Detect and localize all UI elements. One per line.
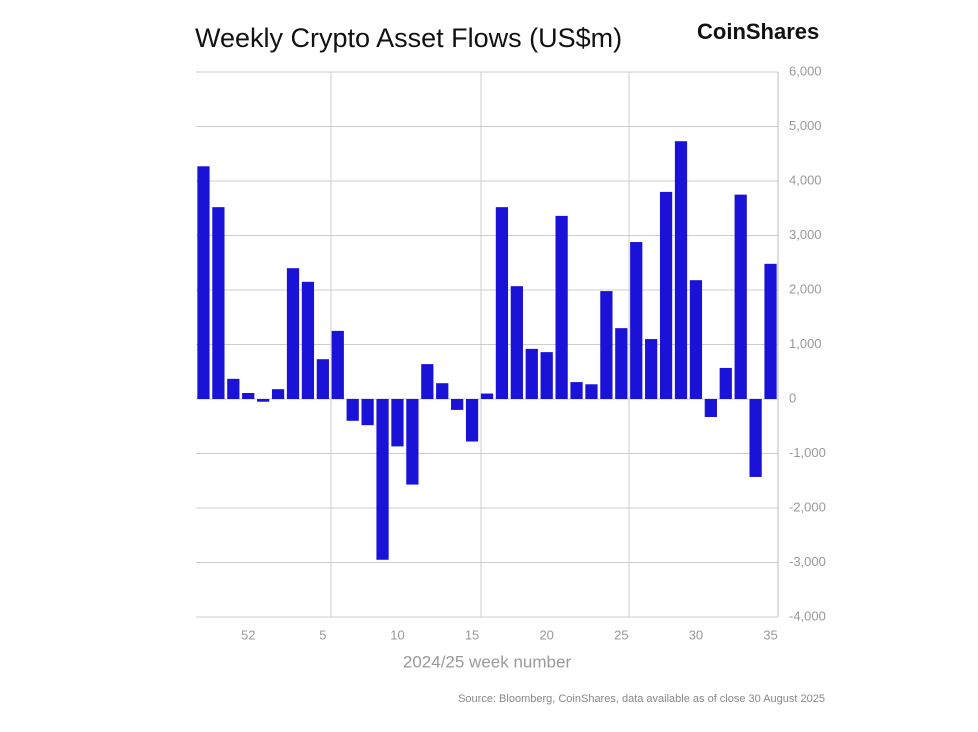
y-tick-label: 1,000 — [789, 336, 822, 351]
bar — [286, 268, 300, 399]
bar — [734, 194, 747, 399]
bar — [212, 207, 225, 399]
bar — [659, 191, 673, 399]
bar — [749, 399, 762, 477]
bar — [331, 330, 344, 399]
y-tick-label: 3,000 — [789, 227, 822, 242]
bar — [436, 383, 449, 399]
bar — [495, 207, 509, 399]
bar — [271, 389, 285, 399]
bar — [242, 393, 255, 399]
bar — [615, 328, 628, 399]
x-tick-label: 10 — [390, 627, 404, 642]
bar — [361, 399, 374, 426]
bar — [600, 291, 613, 399]
source-note: Source: Bloomberg, CoinShares, data avai… — [458, 693, 825, 705]
x-tick-label: 30 — [689, 627, 703, 642]
bar — [480, 393, 494, 399]
bar — [645, 339, 658, 399]
brand-logo: CoinShares — [697, 19, 819, 44]
y-tick-label: 6,000 — [789, 63, 822, 78]
bar — [227, 378, 240, 399]
bar — [451, 399, 464, 410]
y-tick-label: 5,000 — [789, 118, 822, 133]
bar — [689, 280, 703, 399]
x-axis-title: 2024/25 week number — [403, 652, 572, 671]
bar — [764, 263, 777, 399]
y-tick-label: 2,000 — [789, 281, 822, 296]
bar — [540, 352, 553, 399]
bar — [376, 399, 389, 560]
y-tick-label: -3,000 — [789, 554, 826, 569]
x-tick-label: 20 — [539, 627, 553, 642]
bar — [630, 242, 643, 399]
bar — [465, 399, 479, 442]
bar — [301, 281, 315, 399]
bar — [585, 384, 598, 399]
bar — [704, 399, 717, 417]
chart-title: Weekly Crypto Asset Flows (US$m) — [195, 23, 622, 53]
bar — [197, 166, 210, 399]
y-tick-label: 0 — [789, 390, 796, 405]
x-tick-label: 52 — [241, 627, 255, 642]
y-tick-label: -2,000 — [789, 499, 826, 514]
bar — [316, 359, 329, 399]
bar — [719, 367, 732, 399]
x-tick-label: 25 — [614, 627, 628, 642]
bar — [674, 141, 688, 399]
bar — [555, 215, 568, 399]
bar — [346, 399, 359, 421]
y-tick-label: -4,000 — [789, 608, 826, 623]
bar — [525, 348, 538, 399]
bar — [257, 399, 270, 402]
bar — [391, 399, 404, 447]
bar — [421, 364, 434, 399]
bar — [570, 382, 583, 399]
y-tick-label: -1,000 — [789, 445, 826, 460]
y-tick-label: 4,000 — [789, 172, 822, 187]
bar — [510, 286, 523, 399]
x-tick-label: 35 — [763, 627, 777, 642]
bar — [406, 399, 419, 485]
x-tick-label: 15 — [465, 627, 479, 642]
x-tick-label: 5 — [319, 627, 326, 642]
